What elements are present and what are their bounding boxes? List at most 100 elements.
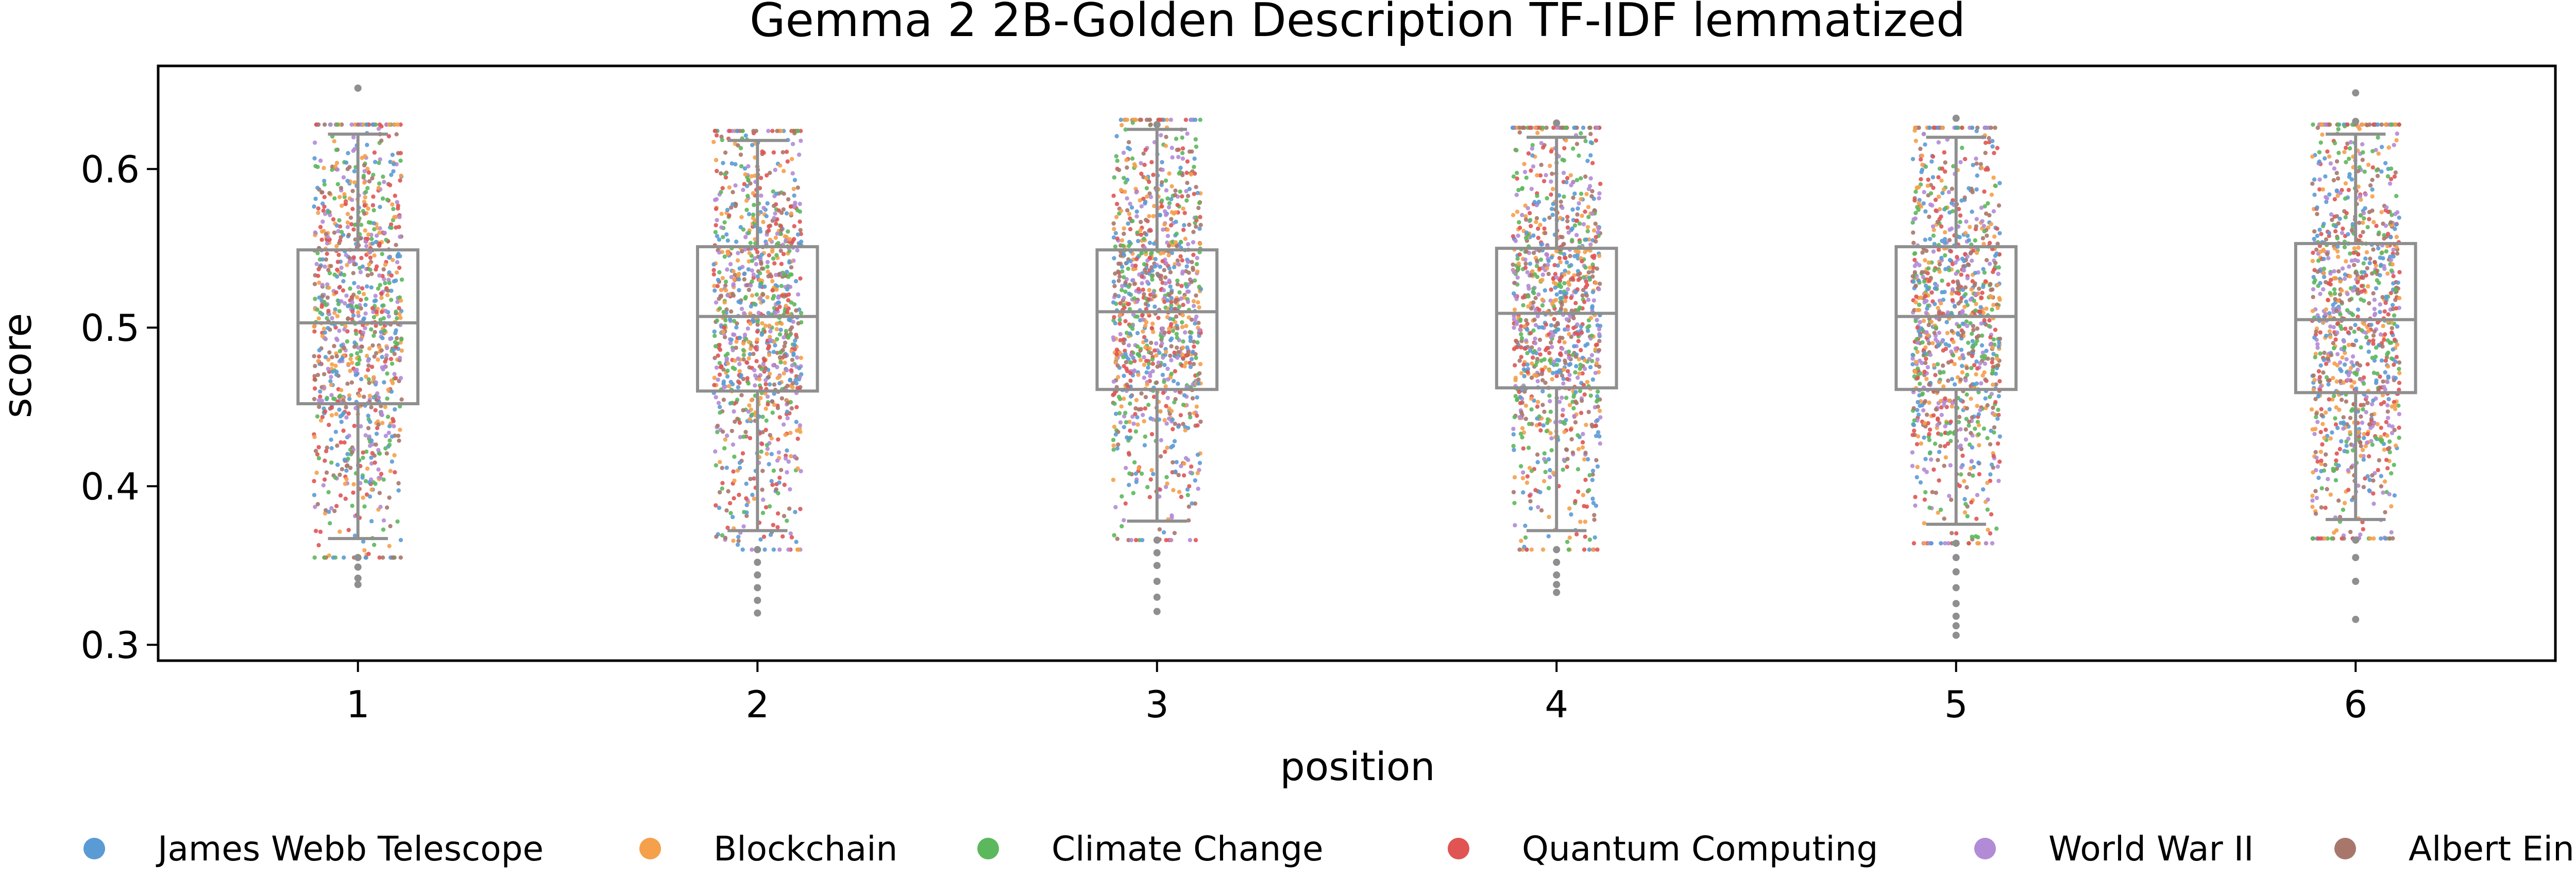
data-point (741, 524, 746, 529)
data-point (1957, 324, 1962, 329)
data-point (1521, 446, 1526, 451)
data-point (1545, 266, 1549, 271)
data-point (1584, 237, 1588, 242)
data-point (1142, 236, 1146, 241)
data-point (750, 258, 755, 263)
data-point (731, 539, 736, 543)
data-point (783, 234, 787, 239)
data-point (1149, 160, 1154, 165)
data-point (1510, 125, 1515, 130)
data-point (1122, 364, 1126, 369)
data-point (1529, 223, 1533, 229)
data-point (1969, 466, 1973, 471)
data-point (770, 129, 775, 133)
data-point (1943, 541, 1947, 546)
data-point (1146, 361, 1151, 366)
data-point (1548, 409, 1553, 414)
data-point (1920, 153, 1925, 158)
data-point (316, 206, 321, 211)
data-point (761, 299, 766, 304)
data-point (1569, 512, 1573, 517)
data-point (776, 208, 782, 213)
data-point (379, 296, 384, 300)
data-point (1595, 547, 1600, 552)
data-point (1572, 191, 1577, 196)
data-point (771, 547, 776, 552)
data-point (717, 360, 722, 366)
data-point (1145, 280, 1149, 284)
data-point (366, 170, 371, 175)
data-point (1112, 401, 1117, 406)
data-point (1590, 274, 1595, 279)
data-point (366, 206, 370, 211)
data-point (1183, 360, 1189, 365)
data-point (1138, 228, 1143, 233)
data-point (799, 355, 804, 360)
data-point (1939, 301, 1943, 306)
data-point (339, 265, 344, 270)
data-point (1573, 331, 1578, 336)
data-point (1594, 235, 1598, 239)
data-point (793, 279, 799, 284)
data-point (1161, 227, 1165, 232)
data-point (794, 308, 799, 313)
data-point (1144, 117, 1149, 122)
data-point (1114, 215, 1119, 219)
data-point (1113, 271, 1117, 276)
data-point (320, 257, 325, 262)
data-point (1984, 211, 1989, 216)
data-point (722, 220, 727, 225)
data-point (1569, 183, 1573, 187)
data-point (1171, 378, 1176, 384)
data-point (777, 355, 783, 360)
data-point (770, 410, 775, 415)
data-point (317, 348, 321, 353)
data-point (753, 346, 758, 350)
data-point (1985, 436, 1990, 440)
data-point (334, 370, 339, 374)
data-point (1553, 281, 1558, 286)
data-point (1581, 275, 1586, 280)
data-point (1518, 327, 1522, 332)
data-point (1138, 198, 1142, 203)
data-point (394, 376, 398, 381)
data-point (1540, 547, 1546, 552)
data-point (391, 348, 396, 352)
data-point (1182, 461, 1187, 466)
data-point (332, 196, 337, 201)
data-point (399, 337, 404, 342)
data-point (1549, 436, 1554, 441)
data-point (1943, 230, 1947, 235)
data-point (333, 307, 337, 312)
data-point (1518, 401, 1523, 405)
data-point (1961, 264, 1966, 269)
data-point (728, 309, 734, 314)
data-point (1149, 274, 1155, 279)
data-point (1173, 193, 1178, 198)
data-point (1534, 219, 1538, 225)
data-point (1595, 266, 1599, 271)
data-point (1579, 324, 1584, 329)
data-point (1111, 379, 1116, 384)
data-point (787, 317, 791, 322)
data-point (1996, 407, 2001, 412)
data-point (1141, 329, 1145, 334)
data-point (1175, 346, 1179, 350)
data-point (726, 384, 732, 389)
data-point (1585, 159, 1590, 163)
data-point (739, 249, 744, 254)
data-point (1545, 196, 1549, 201)
data-point (1142, 355, 1146, 359)
data-point (1971, 248, 1976, 253)
data-point (381, 267, 386, 272)
data-point (364, 122, 369, 127)
data-point (1172, 531, 1177, 536)
data-point (1111, 279, 1116, 284)
data-point (1532, 200, 1537, 204)
data-point (1979, 205, 1984, 210)
data-point (339, 299, 344, 304)
data-point (1517, 125, 1522, 130)
data-point (1916, 208, 1921, 212)
data-point (1536, 226, 1540, 231)
data-point (377, 555, 382, 560)
